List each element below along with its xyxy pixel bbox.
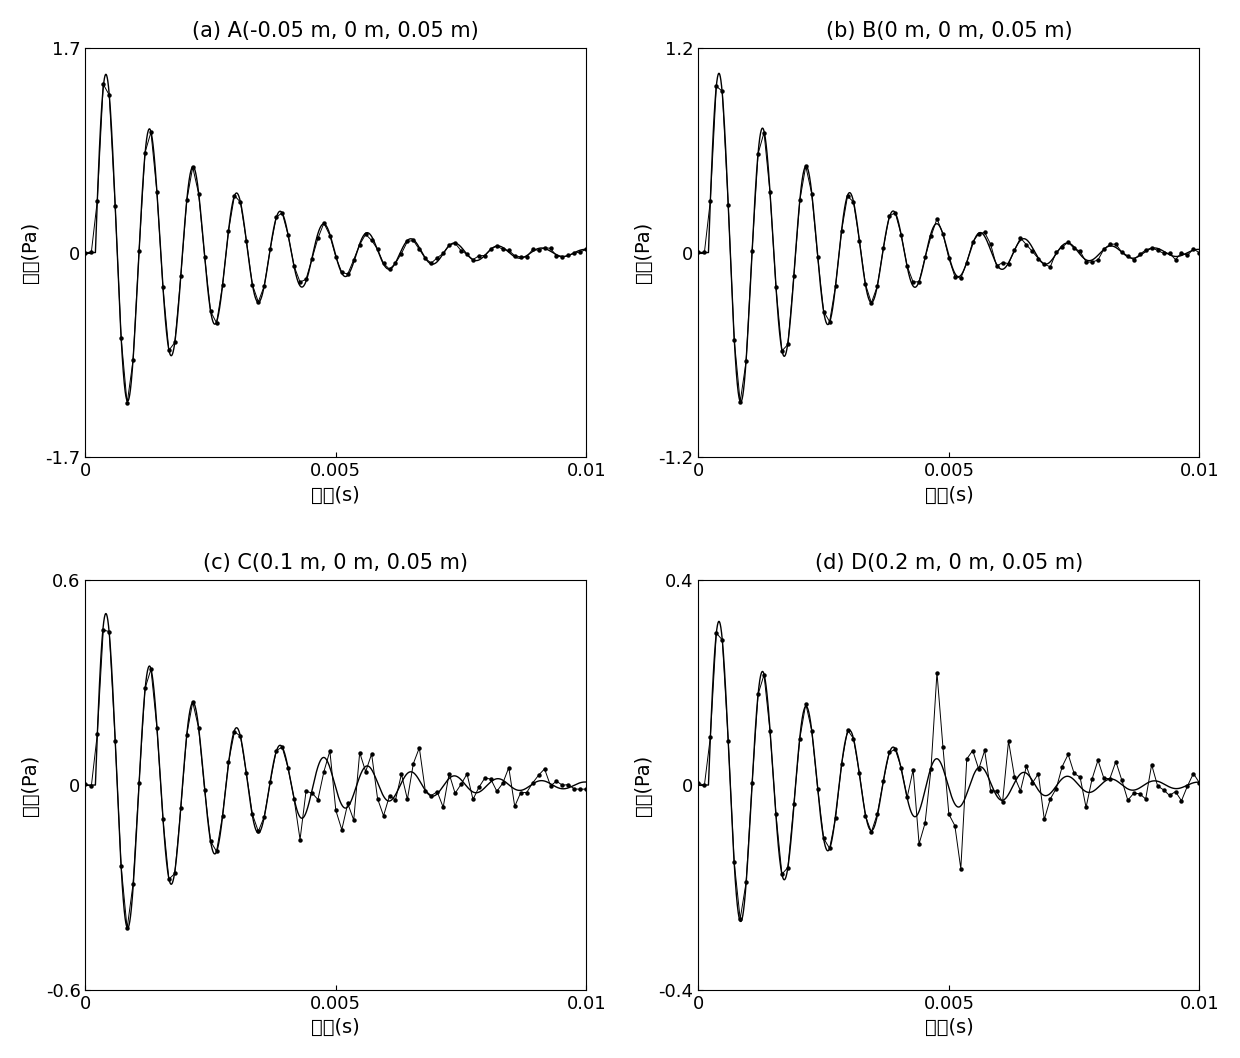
Y-axis label: 声压(Pa): 声压(Pa): [21, 222, 40, 284]
Y-axis label: 声压(Pa): 声压(Pa): [21, 754, 40, 816]
Y-axis label: 声压(Pa): 声压(Pa): [634, 754, 653, 816]
Title: (b) B(0 m, 0 m, 0.05 m): (b) B(0 m, 0 m, 0.05 m): [826, 21, 1073, 41]
X-axis label: 时间(s): 时间(s): [311, 486, 360, 505]
X-axis label: 时间(s): 时间(s): [925, 1018, 973, 1037]
Title: (a) A(-0.05 m, 0 m, 0.05 m): (a) A(-0.05 m, 0 m, 0.05 m): [192, 21, 479, 41]
Title: (d) D(0.2 m, 0 m, 0.05 m): (d) D(0.2 m, 0 m, 0.05 m): [815, 553, 1083, 573]
Title: (c) C(0.1 m, 0 m, 0.05 m): (c) C(0.1 m, 0 m, 0.05 m): [203, 553, 469, 573]
X-axis label: 时间(s): 时间(s): [925, 486, 973, 505]
X-axis label: 时间(s): 时间(s): [311, 1018, 360, 1037]
Y-axis label: 声压(Pa): 声压(Pa): [634, 222, 653, 284]
